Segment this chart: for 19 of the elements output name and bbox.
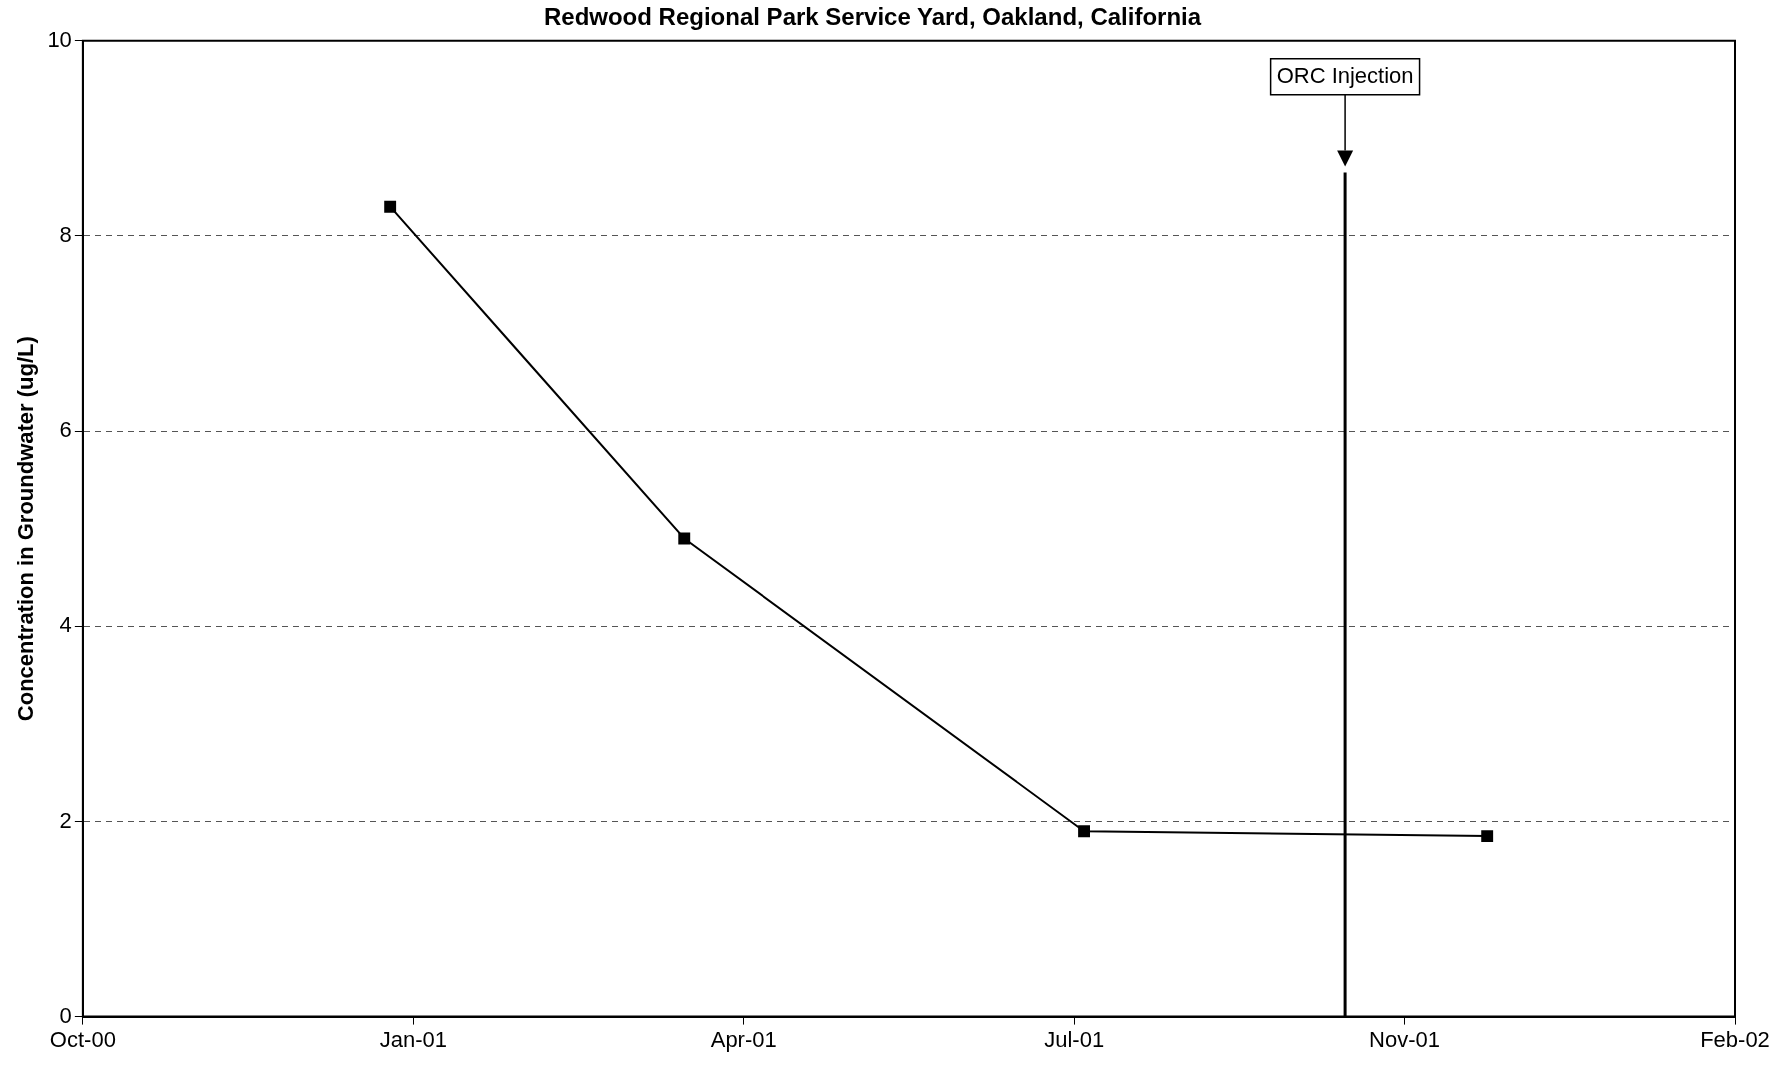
y-tick-label: 10 bbox=[47, 26, 72, 52]
y-tick-label: 4 bbox=[59, 612, 72, 638]
point bbox=[1481, 830, 1494, 843]
y-tick-label: 6 bbox=[59, 417, 72, 443]
chart-title: Redwood Regional Park Service Yard, Oakland, California bbox=[543, 3, 1202, 31]
y-tick-label: 0 bbox=[59, 1002, 72, 1028]
y-axis-title: Concentration in Groundwater (ug/L) bbox=[13, 336, 39, 722]
y-tick-label: 2 bbox=[59, 807, 72, 833]
x-tick-label: Jul-01 bbox=[1044, 1026, 1105, 1052]
ref-line-label: ORC Injection bbox=[1276, 62, 1414, 88]
point bbox=[1078, 825, 1091, 838]
y-tick-label: 8 bbox=[59, 222, 72, 248]
x-tick-label: Apr-01 bbox=[710, 1026, 777, 1052]
x-tick-label: Oct-00 bbox=[49, 1026, 116, 1052]
point bbox=[678, 532, 691, 545]
x-tick-label: Jan-01 bbox=[379, 1026, 447, 1052]
x-tick-label: Feb-02 bbox=[1700, 1026, 1770, 1052]
x-tick-label: Nov-01 bbox=[1369, 1026, 1441, 1052]
point bbox=[384, 200, 397, 213]
